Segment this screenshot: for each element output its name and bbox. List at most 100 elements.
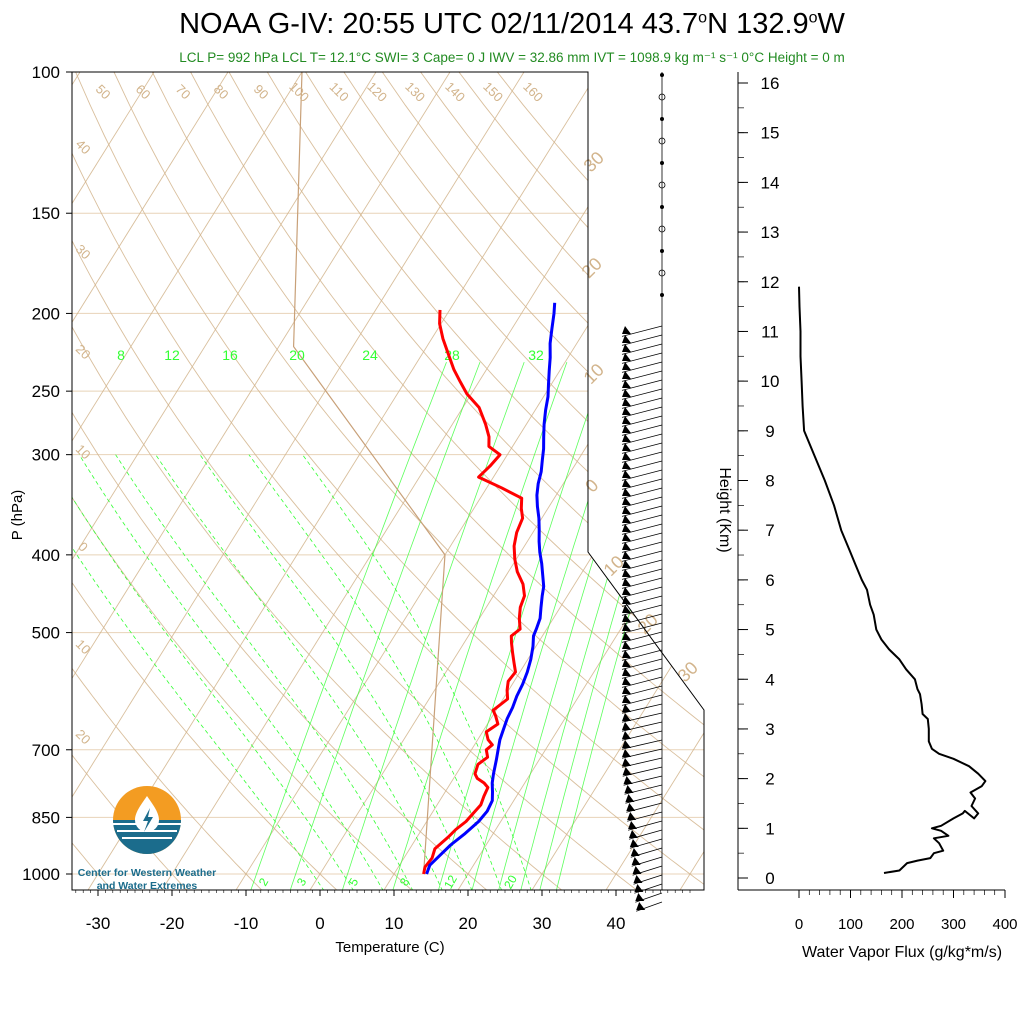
wind-barb-pennant <box>622 686 631 694</box>
isotherm-side-label: 30 <box>73 241 94 262</box>
isotherm-label: 120 <box>364 79 390 105</box>
wind-calm-marker <box>658 225 666 233</box>
dry-adiabat-line <box>72 72 489 890</box>
isotherm-label: 100 <box>286 79 312 105</box>
wind-barb-pennant <box>622 749 631 757</box>
wind-barb-pennant <box>622 488 631 496</box>
dry-adiabat-label: 30 <box>674 658 702 686</box>
y-axis-label: P (hPa) <box>9 490 26 541</box>
isotherm-label: 150 <box>480 79 506 105</box>
flux-tick-label: 300 <box>941 916 966 933</box>
height-tick-label: 16 <box>761 74 780 93</box>
wind-barb-pennant <box>622 704 631 712</box>
wind-barb-pennant <box>622 515 631 523</box>
sounding-lines <box>422 302 557 875</box>
wind-barb <box>621 622 663 634</box>
wind-barb-pennant <box>624 785 634 793</box>
wind-barb-pennant <box>622 632 631 640</box>
wind-barb-pennant <box>622 596 631 604</box>
mixing-ratio-label: 8 <box>117 347 125 363</box>
dry-adiabat-line <box>496 72 704 890</box>
dry-adiabat-line <box>72 72 189 890</box>
wind-barb-pennant <box>623 776 633 784</box>
wind-calm-marker <box>658 181 666 189</box>
isotherm-line <box>72 72 92 890</box>
isotherm-side-label: 10 <box>73 441 94 462</box>
wind-barb-pennant <box>622 758 631 766</box>
isotherm-line <box>72 72 240 890</box>
wind-barb-pennant <box>622 605 631 613</box>
y-tick-label: 400 <box>32 546 60 565</box>
y-tick-label: 150 <box>32 204 60 223</box>
wind-barb <box>621 406 663 418</box>
x-axis-label: Temperature (C) <box>335 939 444 956</box>
wind-barb <box>621 469 663 481</box>
isotherm-line <box>753 54 1024 891</box>
wind-barb-pennant <box>622 524 631 532</box>
wind-barb <box>621 667 663 679</box>
moist-adiabat-line <box>78 454 384 890</box>
wind-calm-marker <box>658 137 666 145</box>
wind-barb-pennant <box>622 560 631 568</box>
mixing-ratio-label: 5 <box>346 875 362 888</box>
wind-barb <box>621 676 663 688</box>
moist-adiabat-line <box>155 454 443 890</box>
mixing-ratio-label: 12 <box>441 872 460 891</box>
wind-barb-pennant <box>622 389 631 397</box>
wind-barb-pennant <box>636 902 646 910</box>
wind-barb-pennant <box>629 830 638 838</box>
dry-adiabat-line <box>381 72 704 890</box>
dry-adiabat-line <box>190 72 704 890</box>
isotherm-side-label: 40 <box>73 136 94 157</box>
wind-barb-pennant <box>622 722 631 730</box>
wind-barb <box>621 343 663 355</box>
wind-barb <box>621 397 663 409</box>
flux-x-axis-label: Water Vapor Flux (g/kg*m/s) <box>802 944 1002 961</box>
height-tick-label: 9 <box>765 422 774 441</box>
wind-barb <box>621 613 663 625</box>
wind-barb-pennant <box>628 821 638 829</box>
isotherm-label: 160 <box>520 79 546 105</box>
isotherm-line <box>72 72 314 890</box>
y-tick-label: 250 <box>32 382 60 401</box>
height-tick-label: 8 <box>765 472 774 491</box>
wind-barb-pennant <box>622 434 631 442</box>
skew-t-border <box>71 71 705 891</box>
mixing-ratio-line <box>471 361 634 890</box>
isotherm-line <box>72 72 166 890</box>
mixing-ratio-label: 20 <box>501 872 520 891</box>
mixing-ratio-line <box>539 361 691 890</box>
wind-calm-marker <box>660 160 665 165</box>
wind-barb <box>621 487 663 499</box>
height-tick-label: 10 <box>761 372 780 391</box>
moist-adiabat-line <box>115 454 414 890</box>
flux-tick-label: 400 <box>992 916 1017 933</box>
isotherm-label: 80 <box>211 81 232 102</box>
isotherm-line <box>72 72 388 890</box>
wind-barb-pennant <box>622 398 631 406</box>
height-tick-label: 2 <box>765 770 774 789</box>
mixing-ratio-label: 32 <box>528 347 544 363</box>
height-tick-label: 3 <box>765 720 774 739</box>
wind-barb <box>621 658 663 670</box>
wind-barb <box>621 559 663 571</box>
dry-adiabat-line <box>72 72 704 890</box>
dry-adiabat-label: 0 <box>581 475 602 496</box>
wind-barb-pennant <box>622 452 631 460</box>
wind-barb <box>621 370 663 382</box>
dry-adiabat-line <box>113 72 704 890</box>
y-tick-label: 500 <box>32 624 60 643</box>
water-vapor-flux-line <box>798 286 987 874</box>
wind-barb-pennant <box>622 650 631 658</box>
dry-adiabat-label: 20 <box>578 254 606 282</box>
chart-subtitle: LCL P= 992 hPa LCL T= 12.1°C SWI= 3 Cape… <box>179 50 845 65</box>
wind-barb-pennant <box>622 623 631 631</box>
wind-barb <box>621 685 663 697</box>
wind-barb-pennant <box>622 335 631 343</box>
mixing-ratio-line <box>437 361 606 890</box>
wind-barb-pennant <box>622 461 631 469</box>
isotherm-label: 140 <box>442 79 468 105</box>
y-tick-label: 200 <box>32 304 60 323</box>
